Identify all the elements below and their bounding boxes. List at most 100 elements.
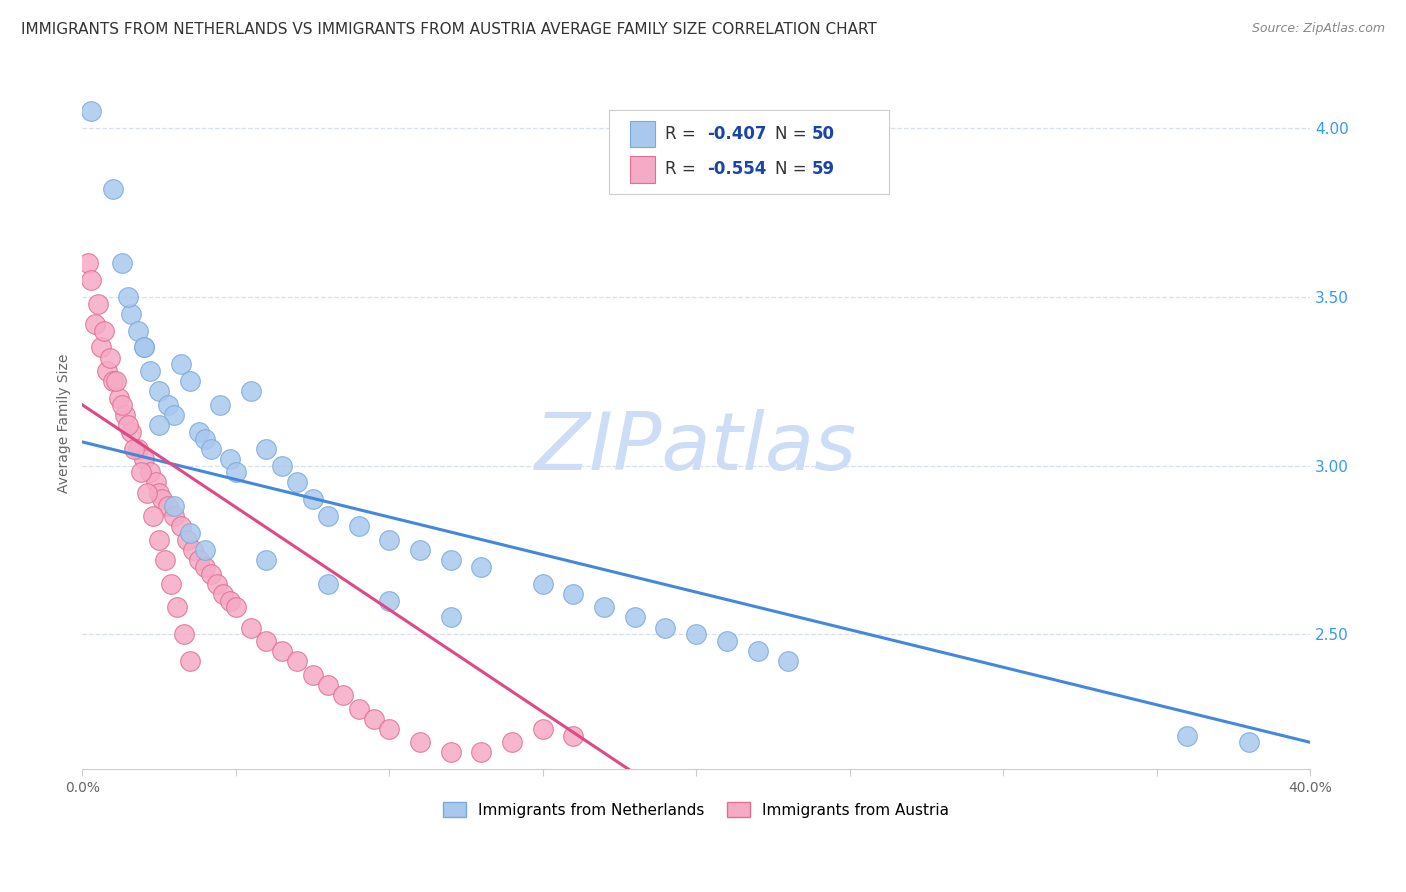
Point	[562, 587, 585, 601]
Point	[127, 442, 149, 456]
Point	[179, 526, 201, 541]
Text: N =: N =	[775, 125, 811, 143]
Point	[225, 600, 247, 615]
Point	[176, 533, 198, 547]
Point	[194, 432, 217, 446]
Point	[440, 553, 463, 567]
Point	[378, 593, 401, 607]
Point	[139, 364, 162, 378]
Point	[194, 543, 217, 558]
Point	[440, 610, 463, 624]
Text: 59: 59	[811, 161, 834, 178]
Point	[86, 296, 108, 310]
Point	[83, 317, 105, 331]
Point	[654, 621, 676, 635]
Point	[166, 600, 188, 615]
Point	[593, 600, 616, 615]
Point	[301, 668, 323, 682]
Point	[150, 492, 173, 507]
Point	[98, 351, 121, 365]
Point	[270, 458, 292, 473]
Point	[363, 712, 385, 726]
Point	[132, 451, 155, 466]
Y-axis label: Average Family Size: Average Family Size	[58, 354, 72, 493]
Point	[105, 374, 128, 388]
Point	[685, 627, 707, 641]
Point	[101, 182, 124, 196]
Point	[332, 688, 354, 702]
Point	[148, 418, 170, 433]
Point	[212, 587, 235, 601]
Point	[139, 465, 162, 479]
Point	[80, 104, 103, 119]
Point	[218, 593, 240, 607]
Point	[135, 485, 157, 500]
Point	[256, 442, 278, 456]
Point	[207, 576, 229, 591]
Point	[623, 610, 645, 624]
Point	[93, 324, 115, 338]
Point	[114, 408, 136, 422]
Point	[142, 509, 165, 524]
Point	[256, 634, 278, 648]
Point	[120, 425, 142, 439]
Point	[181, 543, 204, 558]
Point	[132, 341, 155, 355]
Point	[209, 398, 232, 412]
Point	[1237, 735, 1260, 749]
Point	[173, 627, 195, 641]
Point	[285, 475, 308, 490]
Point	[148, 384, 170, 399]
Point	[163, 408, 186, 422]
Text: -0.554: -0.554	[707, 161, 766, 178]
Point	[117, 418, 139, 433]
Point	[285, 654, 308, 668]
Text: -0.407: -0.407	[707, 125, 766, 143]
Point	[316, 576, 339, 591]
Point	[117, 290, 139, 304]
Point	[111, 398, 134, 412]
Text: ZIPatlas: ZIPatlas	[536, 409, 858, 487]
Point	[531, 722, 554, 736]
Point	[378, 722, 401, 736]
Point	[90, 341, 112, 355]
Text: Source: ZipAtlas.com: Source: ZipAtlas.com	[1251, 22, 1385, 36]
Point	[347, 701, 370, 715]
Text: 50: 50	[811, 125, 834, 143]
Point	[256, 553, 278, 567]
Point	[127, 324, 149, 338]
Point	[120, 307, 142, 321]
Point	[470, 559, 492, 574]
Point	[157, 398, 180, 412]
Point	[179, 374, 201, 388]
Point	[145, 475, 167, 490]
Point	[169, 519, 191, 533]
Point	[240, 621, 263, 635]
Point	[501, 735, 523, 749]
Legend: Immigrants from Netherlands, Immigrants from Austria: Immigrants from Netherlands, Immigrants …	[437, 796, 956, 824]
Point	[194, 559, 217, 574]
Point	[111, 256, 134, 270]
Point	[108, 391, 131, 405]
Point	[200, 442, 222, 456]
Point	[187, 425, 209, 439]
Point	[301, 492, 323, 507]
Point	[218, 451, 240, 466]
Point	[316, 678, 339, 692]
Point	[270, 644, 292, 658]
Point	[1175, 729, 1198, 743]
Point	[716, 634, 738, 648]
Point	[132, 341, 155, 355]
Point	[562, 729, 585, 743]
Point	[747, 644, 769, 658]
Point	[316, 509, 339, 524]
Point	[163, 499, 186, 513]
Point	[101, 374, 124, 388]
Point	[225, 465, 247, 479]
Point	[148, 485, 170, 500]
Point	[77, 256, 100, 270]
Point	[160, 576, 183, 591]
Point	[169, 357, 191, 371]
Point	[778, 654, 800, 668]
Point	[96, 364, 118, 378]
